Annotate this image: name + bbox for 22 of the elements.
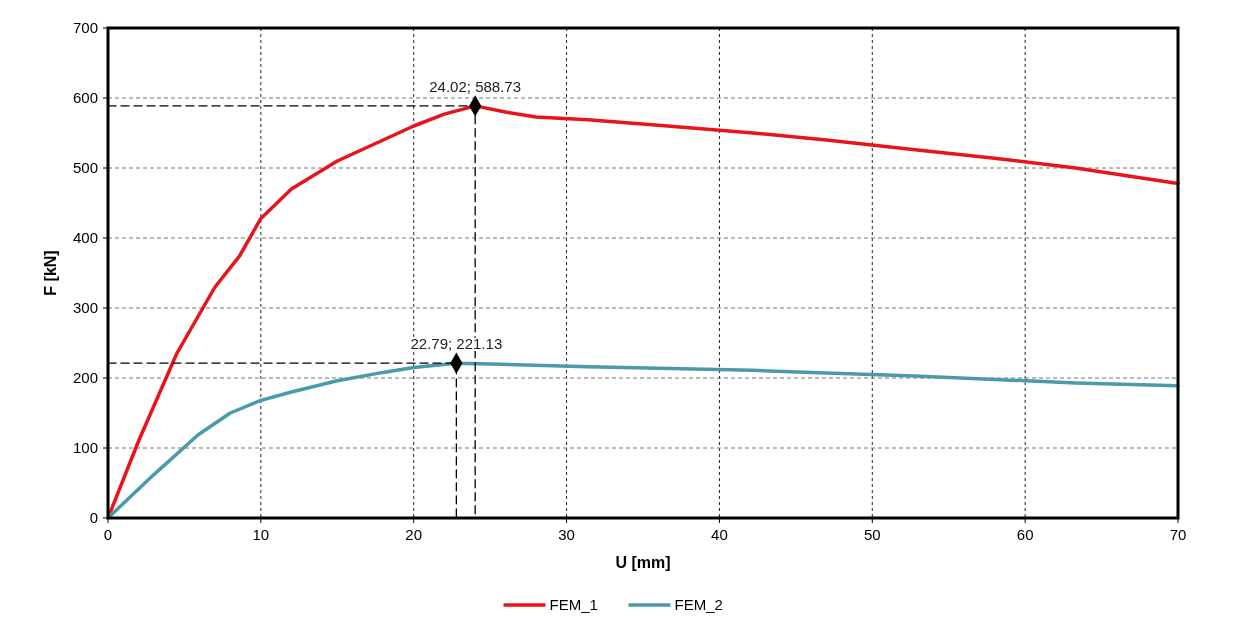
y-tick-label: 500 — [72, 159, 98, 176]
y-tick-label: 200 — [72, 369, 98, 386]
y-tick-label: 700 — [72, 19, 98, 36]
x-tick-label: 50 — [863, 526, 881, 543]
y-tick-label: 600 — [72, 89, 98, 106]
x-tick-label: 20 — [405, 526, 423, 543]
x-axis-title: U [mm] — [615, 554, 671, 571]
x-tick-label: 30 — [558, 526, 575, 543]
y-tick-label: 400 — [72, 229, 98, 246]
y-axis-title: F [kN] — [42, 250, 59, 296]
y-tick-label: 0 — [89, 509, 98, 526]
legend-label: FEM_2 — [674, 596, 723, 613]
x-tick-label: 10 — [252, 526, 270, 543]
x-tick-label: 40 — [711, 526, 728, 543]
x-tick-label: 0 — [103, 526, 113, 543]
y-tick-label: 100 — [72, 439, 98, 456]
annotation: 24.02; 588.73 — [429, 77, 522, 95]
x-tick-label: 60 — [1016, 526, 1034, 543]
x-tick-label: 70 — [1169, 526, 1187, 543]
annotation: 22.79; 221.13 — [410, 335, 503, 353]
legend-label: FEM_1 — [549, 596, 598, 613]
y-tick-label: 300 — [72, 299, 98, 316]
